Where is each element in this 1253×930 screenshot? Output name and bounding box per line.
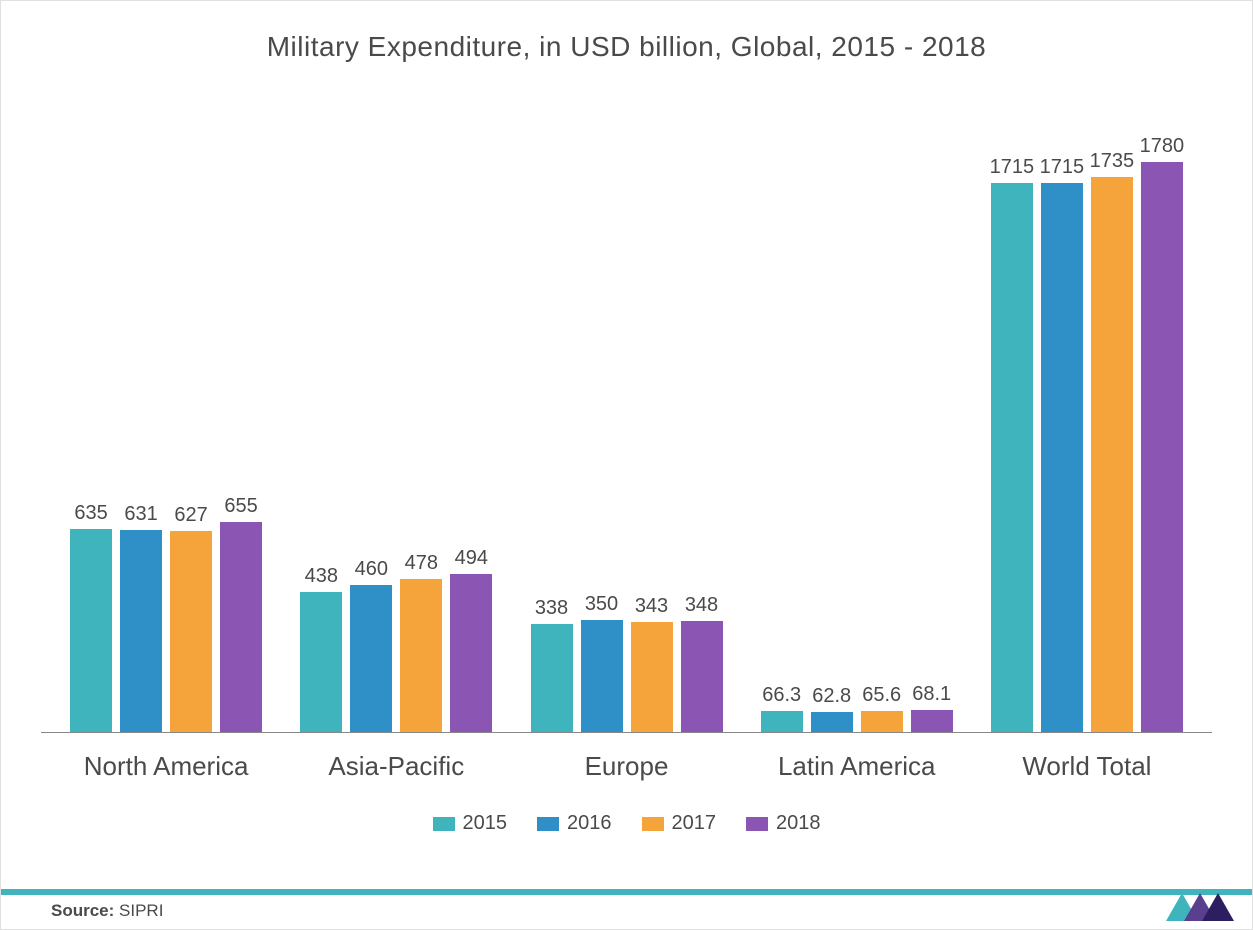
legend-item: 2015 bbox=[433, 812, 508, 835]
bar-value-label: 1735 bbox=[1090, 150, 1135, 173]
legend-item: 2018 bbox=[746, 812, 821, 835]
bar-wrap: 1715 bbox=[1041, 93, 1083, 732]
legend-swatch bbox=[746, 817, 768, 831]
bar-wrap: 627 bbox=[170, 93, 212, 732]
legend: 2015 2016 2017 2018 bbox=[41, 812, 1212, 835]
footer-accent-bar bbox=[1, 889, 1252, 895]
bar bbox=[991, 183, 1033, 732]
bar-wrap: 62.8 bbox=[811, 93, 853, 732]
bar-wrap: 438 bbox=[300, 93, 342, 732]
bar-value-label: 1715 bbox=[990, 156, 1035, 179]
bar-value-label: 1715 bbox=[1040, 156, 1085, 179]
bar bbox=[531, 624, 573, 732]
category-labels: North AmericaAsia-PacificEuropeLatin Ame… bbox=[41, 733, 1212, 782]
bar bbox=[170, 531, 212, 732]
bar bbox=[70, 529, 112, 732]
bar-value-label: 494 bbox=[455, 547, 488, 570]
bar bbox=[350, 585, 392, 732]
source-value: SIPRI bbox=[119, 901, 163, 920]
bar-value-label: 338 bbox=[535, 597, 568, 620]
bar bbox=[911, 710, 953, 732]
bar bbox=[220, 522, 262, 732]
legend-swatch bbox=[537, 817, 559, 831]
bar-value-label: 65.6 bbox=[862, 684, 901, 707]
bar-wrap: 655 bbox=[220, 93, 262, 732]
bar-wrap: 631 bbox=[120, 93, 162, 732]
bar-value-label: 655 bbox=[224, 495, 257, 518]
bar bbox=[450, 574, 492, 732]
bar bbox=[811, 712, 853, 732]
bar-wrap: 343 bbox=[631, 93, 673, 732]
legend-swatch bbox=[433, 817, 455, 831]
bar bbox=[400, 579, 442, 732]
bar-value-label: 460 bbox=[355, 558, 388, 581]
bar-value-label: 68.1 bbox=[912, 683, 951, 706]
bar-group: 635 631 627 655 bbox=[51, 93, 281, 732]
legend-label: 2018 bbox=[776, 812, 821, 835]
bar-wrap: 66.3 bbox=[761, 93, 803, 732]
bar bbox=[1141, 162, 1183, 732]
bar-wrap: 68.1 bbox=[911, 93, 953, 732]
bar-group: 66.3 62.8 65.6 68.1 bbox=[742, 93, 972, 732]
bar-wrap: 478 bbox=[400, 93, 442, 732]
category-label: North America bbox=[51, 751, 281, 782]
category-label: Asia-Pacific bbox=[281, 751, 511, 782]
bar-wrap: 65.6 bbox=[861, 93, 903, 732]
bar-value-label: 62.8 bbox=[812, 685, 851, 708]
bar-groups: 635 631 627 655 438 460 478 494 338 350 343 348 66.3… bbox=[41, 93, 1212, 732]
bar-wrap: 338 bbox=[531, 93, 573, 732]
bar-value-label: 350 bbox=[585, 593, 618, 616]
plot-area: 635 631 627 655 438 460 478 494 338 350 343 348 66.3… bbox=[41, 93, 1212, 733]
bar bbox=[861, 711, 903, 732]
bar-wrap: 1735 bbox=[1091, 93, 1133, 732]
chart-title: Military Expenditure, in USD billion, Gl… bbox=[41, 31, 1212, 63]
bar-value-label: 631 bbox=[124, 503, 157, 526]
legend-label: 2015 bbox=[463, 812, 508, 835]
legend-label: 2016 bbox=[567, 812, 612, 835]
bar-wrap: 460 bbox=[350, 93, 392, 732]
bar-wrap: 350 bbox=[581, 93, 623, 732]
chart-container: Military Expenditure, in USD billion, Gl… bbox=[0, 0, 1253, 930]
bar bbox=[1041, 183, 1083, 732]
legend-item: 2017 bbox=[642, 812, 717, 835]
legend-label: 2017 bbox=[672, 812, 717, 835]
bar-value-label: 478 bbox=[405, 552, 438, 575]
bar-group: 1715171517351780 bbox=[972, 93, 1202, 732]
bar bbox=[1091, 177, 1133, 732]
bar bbox=[120, 530, 162, 732]
bar bbox=[761, 711, 803, 732]
bar bbox=[581, 620, 623, 732]
bar-wrap: 494 bbox=[450, 93, 492, 732]
bar-value-label: 343 bbox=[635, 595, 668, 618]
bar-value-label: 348 bbox=[685, 594, 718, 617]
source-attribution: Source: SIPRI bbox=[51, 901, 163, 921]
brand-logo bbox=[1164, 889, 1234, 923]
bar-value-label: 1780 bbox=[1140, 135, 1185, 158]
bar bbox=[681, 621, 723, 732]
bar-wrap: 1780 bbox=[1141, 93, 1183, 732]
source-label: Source: bbox=[51, 901, 114, 920]
category-label: World Total bbox=[972, 751, 1202, 782]
bar-value-label: 438 bbox=[305, 565, 338, 588]
legend-swatch bbox=[642, 817, 664, 831]
bar-wrap: 348 bbox=[681, 93, 723, 732]
bar-value-label: 627 bbox=[174, 504, 207, 527]
legend-item: 2016 bbox=[537, 812, 612, 835]
bar-value-label: 66.3 bbox=[762, 684, 801, 707]
category-label: Latin America bbox=[742, 751, 972, 782]
bar-wrap: 635 bbox=[70, 93, 112, 732]
bar-group: 438 460 478 494 bbox=[281, 93, 511, 732]
bar-wrap: 1715 bbox=[991, 93, 1033, 732]
bar-value-label: 635 bbox=[74, 502, 107, 525]
category-label: Europe bbox=[511, 751, 741, 782]
bar bbox=[300, 592, 342, 732]
bar-group: 338 350 343 348 bbox=[511, 93, 741, 732]
bar bbox=[631, 622, 673, 732]
